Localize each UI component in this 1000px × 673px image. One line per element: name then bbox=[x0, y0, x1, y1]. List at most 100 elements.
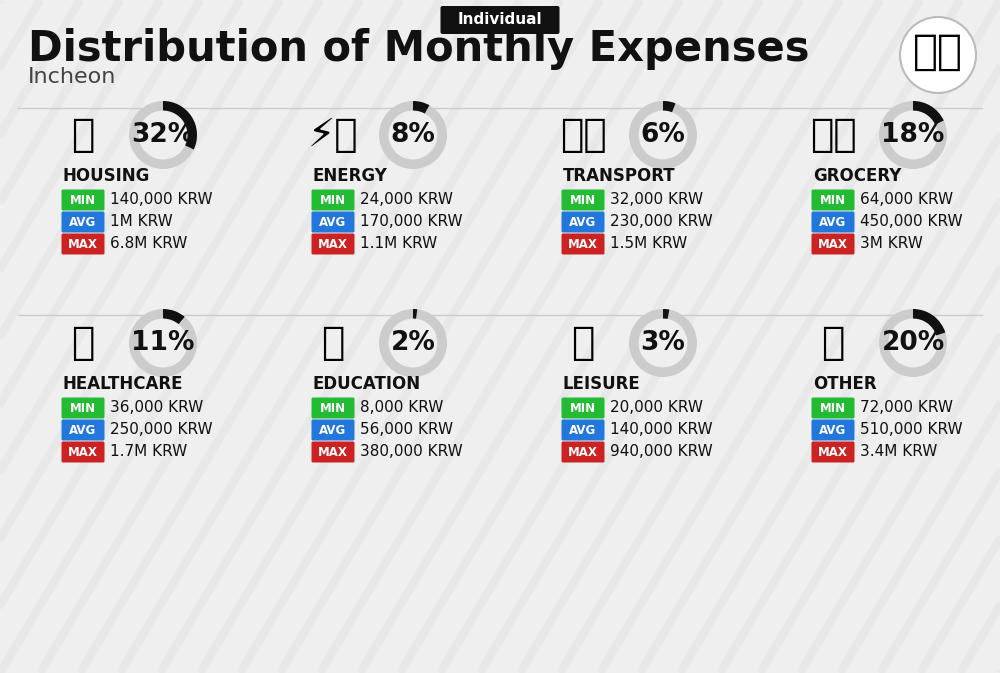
Text: 🛍: 🛍 bbox=[571, 324, 595, 362]
FancyBboxPatch shape bbox=[562, 190, 604, 211]
Text: MIN: MIN bbox=[570, 194, 596, 207]
Text: 170,000 KRW: 170,000 KRW bbox=[360, 215, 463, 229]
Circle shape bbox=[640, 320, 686, 367]
Text: 140,000 KRW: 140,000 KRW bbox=[610, 423, 713, 437]
Text: 56,000 KRW: 56,000 KRW bbox=[360, 423, 453, 437]
Text: 380,000 KRW: 380,000 KRW bbox=[360, 444, 463, 460]
Text: GROCERY: GROCERY bbox=[813, 167, 901, 185]
Text: 6%: 6% bbox=[641, 122, 685, 148]
Wedge shape bbox=[129, 101, 197, 169]
Text: 230,000 KRW: 230,000 KRW bbox=[610, 215, 713, 229]
Text: MAX: MAX bbox=[68, 446, 98, 458]
Text: AVG: AVG bbox=[69, 423, 97, 437]
Text: OTHER: OTHER bbox=[813, 375, 877, 393]
Text: 3.4M KRW: 3.4M KRW bbox=[860, 444, 937, 460]
Wedge shape bbox=[163, 101, 197, 149]
Text: Incheon: Incheon bbox=[28, 67, 116, 87]
FancyBboxPatch shape bbox=[62, 234, 104, 254]
Text: 36,000 KRW: 36,000 KRW bbox=[110, 400, 203, 415]
FancyBboxPatch shape bbox=[812, 211, 854, 232]
Text: 20%: 20% bbox=[881, 330, 945, 356]
Text: MIN: MIN bbox=[70, 402, 96, 415]
Circle shape bbox=[640, 112, 686, 158]
Text: ENERGY: ENERGY bbox=[313, 167, 388, 185]
Text: AVG: AVG bbox=[569, 215, 597, 229]
Circle shape bbox=[890, 320, 936, 367]
FancyBboxPatch shape bbox=[62, 398, 104, 419]
FancyBboxPatch shape bbox=[312, 398, 354, 419]
Text: Distribution of Monthly Expenses: Distribution of Monthly Expenses bbox=[28, 28, 810, 70]
Text: MAX: MAX bbox=[818, 446, 848, 458]
Wedge shape bbox=[879, 309, 947, 377]
Text: MIN: MIN bbox=[820, 402, 846, 415]
FancyBboxPatch shape bbox=[312, 234, 354, 254]
FancyBboxPatch shape bbox=[812, 441, 854, 462]
Text: 140,000 KRW: 140,000 KRW bbox=[110, 192, 213, 207]
Text: AVG: AVG bbox=[819, 215, 847, 229]
Wedge shape bbox=[413, 101, 429, 114]
FancyBboxPatch shape bbox=[812, 234, 854, 254]
Text: 20,000 KRW: 20,000 KRW bbox=[610, 400, 703, 415]
Text: AVG: AVG bbox=[319, 423, 347, 437]
FancyBboxPatch shape bbox=[312, 190, 354, 211]
Wedge shape bbox=[163, 309, 185, 324]
Text: 18%: 18% bbox=[881, 122, 945, 148]
Text: AVG: AVG bbox=[569, 423, 597, 437]
Text: MAX: MAX bbox=[818, 238, 848, 250]
Text: 💓: 💓 bbox=[71, 324, 95, 362]
Text: HOUSING: HOUSING bbox=[63, 167, 150, 185]
Circle shape bbox=[140, 320, 186, 367]
Text: MIN: MIN bbox=[70, 194, 96, 207]
Text: 1.7M KRW: 1.7M KRW bbox=[110, 444, 187, 460]
Wedge shape bbox=[629, 309, 697, 377]
Wedge shape bbox=[629, 101, 697, 169]
Text: HEALTHCARE: HEALTHCARE bbox=[63, 375, 184, 393]
Circle shape bbox=[140, 112, 186, 158]
Text: 1.1M KRW: 1.1M KRW bbox=[360, 236, 437, 252]
Circle shape bbox=[890, 112, 936, 158]
Wedge shape bbox=[129, 309, 197, 377]
Wedge shape bbox=[913, 309, 945, 335]
Text: 6.8M KRW: 6.8M KRW bbox=[110, 236, 187, 252]
FancyBboxPatch shape bbox=[812, 398, 854, 419]
Text: MAX: MAX bbox=[568, 446, 598, 458]
Text: 🏢: 🏢 bbox=[71, 116, 95, 154]
Text: MAX: MAX bbox=[68, 238, 98, 250]
FancyBboxPatch shape bbox=[562, 398, 604, 419]
Text: 2%: 2% bbox=[391, 330, 435, 356]
Text: AVG: AVG bbox=[819, 423, 847, 437]
Text: 72,000 KRW: 72,000 KRW bbox=[860, 400, 953, 415]
Text: 3%: 3% bbox=[641, 330, 685, 356]
FancyBboxPatch shape bbox=[812, 190, 854, 211]
FancyBboxPatch shape bbox=[562, 234, 604, 254]
FancyBboxPatch shape bbox=[812, 419, 854, 441]
Text: 🚌🚗: 🚌🚗 bbox=[560, 116, 606, 154]
FancyBboxPatch shape bbox=[562, 419, 604, 441]
Text: LEISURE: LEISURE bbox=[563, 375, 641, 393]
FancyBboxPatch shape bbox=[62, 419, 104, 441]
Text: MIN: MIN bbox=[570, 402, 596, 415]
Text: MAX: MAX bbox=[318, 238, 348, 250]
Text: 24,000 KRW: 24,000 KRW bbox=[360, 192, 453, 207]
Text: 940,000 KRW: 940,000 KRW bbox=[610, 444, 713, 460]
Text: 250,000 KRW: 250,000 KRW bbox=[110, 423, 213, 437]
FancyBboxPatch shape bbox=[312, 419, 354, 441]
Text: 💰: 💰 bbox=[821, 324, 845, 362]
Text: 1.5M KRW: 1.5M KRW bbox=[610, 236, 687, 252]
Text: MAX: MAX bbox=[318, 446, 348, 458]
Text: TRANSPORT: TRANSPORT bbox=[563, 167, 676, 185]
FancyBboxPatch shape bbox=[62, 441, 104, 462]
Text: AVG: AVG bbox=[69, 215, 97, 229]
Text: AVG: AVG bbox=[319, 215, 347, 229]
Text: 1M KRW: 1M KRW bbox=[110, 215, 173, 229]
FancyBboxPatch shape bbox=[312, 441, 354, 462]
Text: 450,000 KRW: 450,000 KRW bbox=[860, 215, 963, 229]
Wedge shape bbox=[913, 101, 944, 125]
FancyBboxPatch shape bbox=[562, 211, 604, 232]
FancyBboxPatch shape bbox=[62, 211, 104, 232]
Text: EDUCATION: EDUCATION bbox=[313, 375, 421, 393]
FancyBboxPatch shape bbox=[62, 190, 104, 211]
Text: 🎓: 🎓 bbox=[321, 324, 345, 362]
FancyBboxPatch shape bbox=[562, 441, 604, 462]
Text: MIN: MIN bbox=[820, 194, 846, 207]
